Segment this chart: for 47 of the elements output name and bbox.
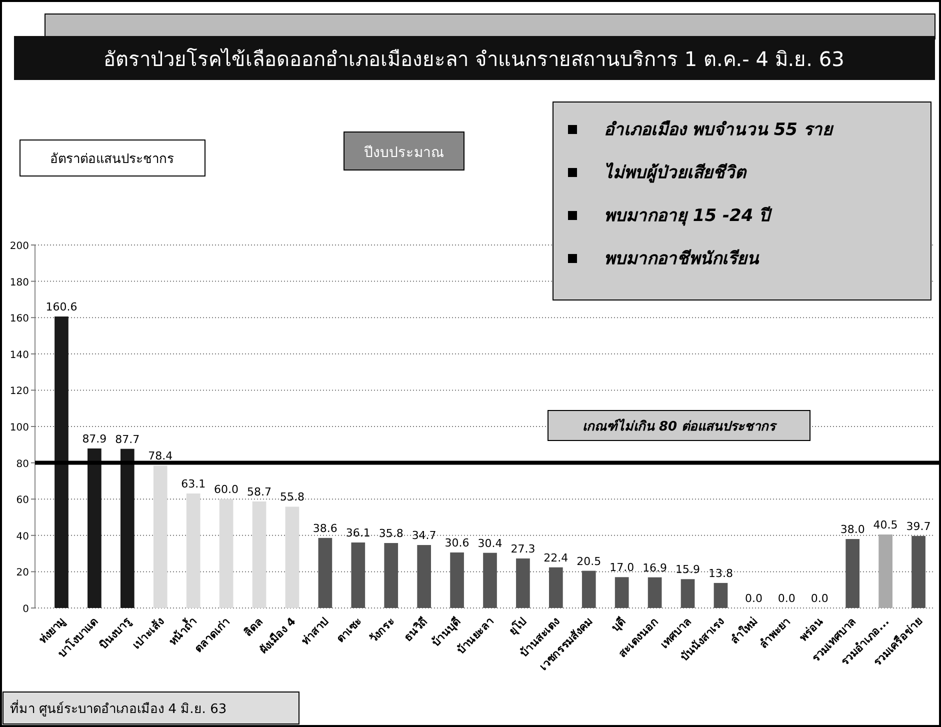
data-label: 22.4 bbox=[544, 551, 568, 564]
data-label: 40.5 bbox=[873, 518, 898, 532]
data-label: 78.4 bbox=[148, 450, 173, 463]
data-label: 20.5 bbox=[576, 554, 602, 568]
text: ปีงบประมาณ bbox=[364, 145, 444, 161]
data-label: 55.8 bbox=[280, 490, 304, 504]
text: ที่มา ศูนย์ระบาดอำเภอเมือง 4 มิ.ย. 63 bbox=[10, 700, 227, 717]
chart-title: อัตราป่วยโรคไข้เลือดออกอำเภอเมืองยะลา จำแนกรายสถานบริการ 1 ต.ค.- 4 มิ.ย. 63 bbox=[104, 47, 844, 71]
data-label: 38.6 bbox=[312, 522, 338, 535]
data-label: 0.0 bbox=[810, 592, 828, 605]
data-label: 27.3 bbox=[510, 542, 536, 556]
y-tick-label: 140 bbox=[10, 350, 29, 361]
text: พบมากอายุ 15 -24 ปี bbox=[604, 206, 774, 226]
data-label: 0.0 bbox=[744, 592, 762, 605]
y-tick-label: 100 bbox=[10, 422, 29, 434]
data-label: 60.0 bbox=[214, 483, 239, 496]
text: อำเภอเมือง พบจำนวน 55 ราย bbox=[604, 120, 834, 140]
data-label: 39.7 bbox=[906, 520, 931, 533]
data-label: 0.0 bbox=[778, 592, 796, 605]
data-label: 63.1 bbox=[181, 477, 206, 490]
data-label: 58.7 bbox=[247, 485, 272, 498]
y-tick-label: 120 bbox=[10, 386, 29, 398]
annotation: พบมากอาชีพนักเรียน bbox=[604, 249, 760, 269]
text: อัตราต่อแสนประชากร bbox=[50, 152, 174, 167]
y-tick-label: 40 bbox=[16, 531, 29, 542]
data-label: 160.6 bbox=[46, 300, 78, 314]
data-label: 15.9 bbox=[676, 563, 700, 576]
y-tick-label: 60 bbox=[16, 495, 29, 506]
y-tick-label: 20 bbox=[16, 568, 29, 579]
data-label: 17.0 bbox=[610, 561, 634, 574]
data-label: 87.7 bbox=[115, 432, 140, 446]
data-label: 34.7 bbox=[412, 529, 436, 542]
data-label: 38.0 bbox=[840, 523, 865, 536]
data-label: 35.8 bbox=[378, 527, 404, 540]
y-tick-label: 80 bbox=[16, 458, 29, 470]
ref-line-label: เกณฑ์ไม่เกิน 80 ต่อแสนประชากร bbox=[582, 418, 778, 434]
data-label: 36.1 bbox=[346, 526, 370, 540]
data-label: 16.9 bbox=[642, 561, 668, 574]
data-label: 87.9 bbox=[82, 432, 107, 446]
y-tick-label: 180 bbox=[10, 277, 29, 288]
data-label: 13.8 bbox=[708, 566, 733, 580]
y-tick-label: 0 bbox=[22, 604, 29, 615]
data-label: 30.4 bbox=[478, 536, 502, 550]
y-tick-label: 200 bbox=[10, 241, 29, 252]
data-label: 30.6 bbox=[444, 536, 470, 550]
text: ไม่พบผู้ป่วยเสียชีวิต bbox=[604, 162, 747, 183]
y-tick-label: 160 bbox=[10, 314, 29, 325]
